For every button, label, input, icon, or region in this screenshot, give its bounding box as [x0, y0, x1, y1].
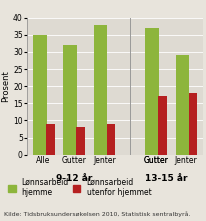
Text: 13-15 år: 13-15 år	[144, 174, 186, 183]
Bar	[145, 42, 158, 155]
Bar	[63, 45, 77, 155]
Bar	[76, 127, 84, 155]
Bar	[158, 96, 166, 155]
Bar	[175, 55, 188, 155]
Bar	[188, 93, 196, 155]
Y-axis label: Prosent: Prosent	[1, 70, 10, 102]
Bar	[106, 124, 115, 155]
Bar	[158, 96, 166, 155]
Text: 9-12 år: 9-12 år	[55, 174, 92, 183]
Legend: Lønnsarbeid
hjemme, Lønnsarbeid
utenfor hjemmet: Lønnsarbeid hjemme, Lønnsarbeid utenfor …	[8, 178, 151, 197]
Bar	[46, 124, 54, 155]
Bar	[93, 25, 107, 155]
Bar	[145, 28, 158, 155]
Bar	[33, 35, 47, 155]
Text: Kilde: Tidsbruksundersøkelsen 2010, Statistisk sentralbyrå.: Kilde: Tidsbruksundersøkelsen 2010, Stat…	[4, 211, 190, 217]
